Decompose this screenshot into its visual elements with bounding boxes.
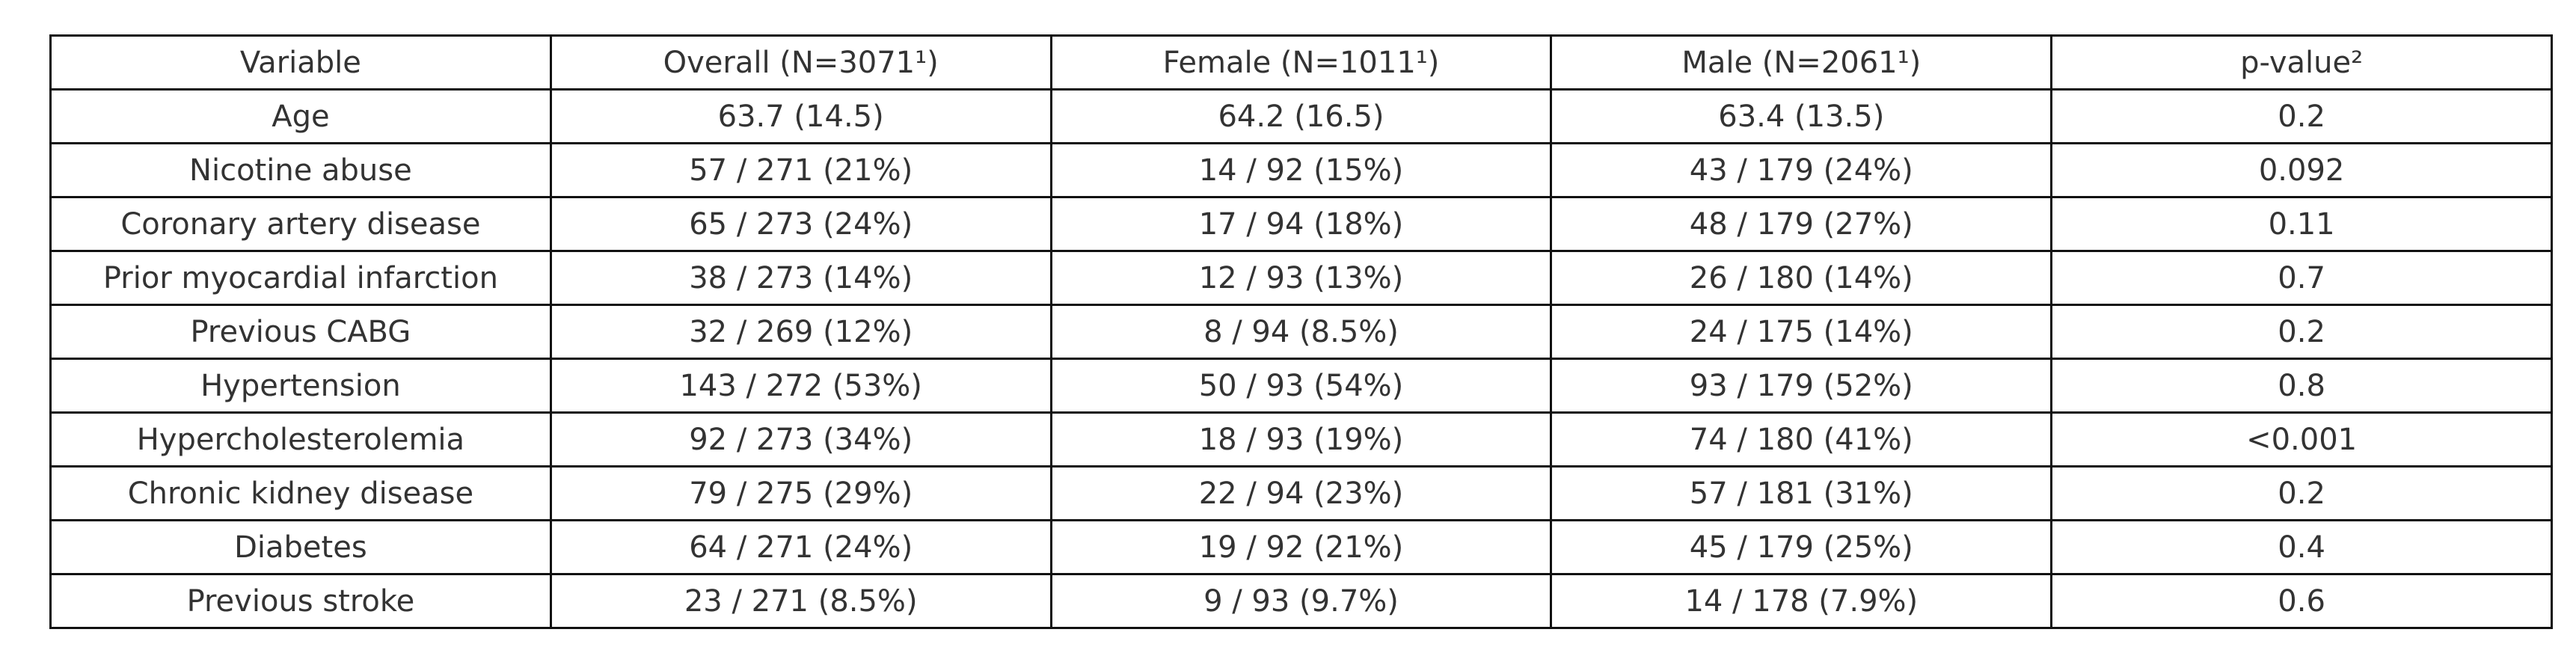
row-label: Coronary artery disease <box>49 196 552 252</box>
cell: 64.2 (16.5) <box>1049 88 1553 144</box>
cell: <0.001 <box>2050 411 2553 468</box>
row-label: Age <box>49 88 552 144</box>
cell: 0.11 <box>2050 196 2553 252</box>
cell: 0.2 <box>2050 88 2553 144</box>
cell: 65 / 273 (24%) <box>549 196 1052 252</box>
cell: 0.8 <box>2050 358 2553 414</box>
header-cell: Variable <box>49 34 552 91</box>
cell: 0.092 <box>2050 142 2553 198</box>
row-label: Nicotine abuse <box>49 142 552 198</box>
row-label: Previous CABG <box>49 304 552 360</box>
table-row: Nicotine abuse 57 / 271 (21%) 14 / 92 (15%… <box>49 142 2553 198</box>
header-cell: Male (N=2061¹) <box>1550 34 2053 91</box>
cell: 12 / 93 (13%) <box>1049 250 1553 306</box>
data-table: Variable Overall (N=3071¹) Female (N=1011¹… <box>49 34 2553 629</box>
cell: 48 / 179 (27%) <box>1550 196 2053 252</box>
cell: 38 / 273 (14%) <box>549 250 1052 306</box>
cell: 9 / 93 (9.7%) <box>1049 573 1553 629</box>
cell: 50 / 93 (54%) <box>1049 358 1553 414</box>
cell: 45 / 179 (25%) <box>1550 519 2053 575</box>
header-cell: Female (N=1011¹) <box>1049 34 1553 91</box>
cell: 93 / 179 (52%) <box>1550 358 2053 414</box>
table-row: Hypertension 143 / 272 (53%) 50 / 93 (54%)… <box>49 358 2553 414</box>
cell: 79 / 275 (29%) <box>549 465 1052 521</box>
cell: 143 / 272 (53%) <box>549 358 1052 414</box>
cell: 24 / 175 (14%) <box>1550 304 2053 360</box>
cell: 92 / 273 (34%) <box>549 411 1052 468</box>
table-row: Chronic kidney disease 79 / 275 (29%) 22 /… <box>49 465 2553 521</box>
cell: 17 / 94 (18%) <box>1049 196 1553 252</box>
cell: 0.6 <box>2050 573 2553 629</box>
row-label: Hypercholesterolemia <box>49 411 552 468</box>
table-row: Previous stroke 23 / 271 (8.5%) 9 / 93 (9.… <box>49 573 2553 629</box>
row-label: Prior myocardial infarction <box>49 250 552 306</box>
row-label: Hypertension <box>49 358 552 414</box>
cell: 32 / 269 (12%) <box>549 304 1052 360</box>
header-cell: p-value² <box>2050 34 2553 91</box>
table-row: Age 63.7 (14.5) 64.2 (16.5) 63.4 (13.5) 0.2 <box>49 88 2553 144</box>
row-label: Previous stroke <box>49 573 552 629</box>
row-label: Diabetes <box>49 519 552 575</box>
cell: 64 / 271 (24%) <box>549 519 1052 575</box>
cell: 0.2 <box>2050 465 2553 521</box>
header-row: Variable Overall (N=3071¹) Female (N=1011¹… <box>49 34 2553 91</box>
table-row: Hypercholesterolemia 92 / 273 (34%) 18 / 9… <box>49 411 2553 468</box>
cell: 26 / 180 (14%) <box>1550 250 2053 306</box>
cell: 22 / 94 (23%) <box>1049 465 1553 521</box>
cell: 63.4 (13.5) <box>1550 88 2053 144</box>
cell: 14 / 92 (15%) <box>1049 142 1553 198</box>
row-label: Chronic kidney disease <box>49 465 552 521</box>
cell: 74 / 180 (41%) <box>1550 411 2053 468</box>
cell: 18 / 93 (19%) <box>1049 411 1553 468</box>
cell: 8 / 94 (8.5%) <box>1049 304 1553 360</box>
cell: 0.7 <box>2050 250 2553 306</box>
table-row: Diabetes 64 / 271 (24%) 19 / 92 (21%) 45 / … <box>49 519 2553 575</box>
cell: 43 / 179 (24%) <box>1550 142 2053 198</box>
table-row: Previous CABG 32 / 269 (12%) 8 / 94 (8.5%)… <box>49 304 2553 360</box>
cell: 63.7 (14.5) <box>549 88 1052 144</box>
table-row: Coronary artery disease 65 / 273 (24%) 17 … <box>49 196 2553 252</box>
cell: 23 / 271 (8.5%) <box>549 573 1052 629</box>
cell: 0.4 <box>2050 519 2553 575</box>
cell: 14 / 178 (7.9%) <box>1550 573 2053 629</box>
cell: 19 / 92 (21%) <box>1049 519 1553 575</box>
header-cell: Overall (N=3071¹) <box>549 34 1052 91</box>
cell: 57 / 271 (21%) <box>549 142 1052 198</box>
table-row: Prior myocardial infarction 38 / 273 (14%… <box>49 250 2553 306</box>
cell: 0.2 <box>2050 304 2553 360</box>
cell: 57 / 181 (31%) <box>1550 465 2053 521</box>
